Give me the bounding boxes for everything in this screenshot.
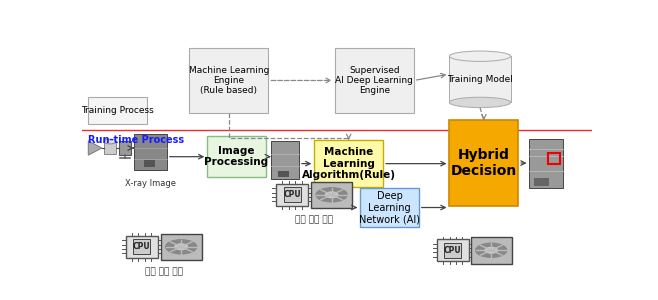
Circle shape [166, 240, 197, 254]
FancyBboxPatch shape [471, 237, 512, 263]
FancyBboxPatch shape [360, 188, 419, 226]
FancyBboxPatch shape [534, 178, 549, 186]
Text: Machine Learning
Engine
(Rule based): Machine Learning Engine (Rule based) [189, 66, 269, 95]
Circle shape [485, 248, 497, 253]
FancyBboxPatch shape [88, 97, 147, 124]
Text: 고속 병렬 처리: 고속 병렬 처리 [295, 215, 333, 224]
FancyBboxPatch shape [161, 233, 201, 260]
Ellipse shape [449, 97, 511, 108]
FancyBboxPatch shape [315, 140, 383, 187]
Text: Deep
Learning
Network (AI): Deep Learning Network (AI) [359, 191, 420, 224]
Circle shape [476, 243, 507, 257]
Text: CPU: CPU [444, 246, 461, 255]
Text: X-ray Image: X-ray Image [125, 179, 176, 188]
Ellipse shape [104, 139, 116, 144]
Text: CPU: CPU [284, 190, 301, 199]
Text: 고속 병렬 처리: 고속 병렬 처리 [145, 267, 182, 276]
FancyBboxPatch shape [437, 239, 468, 261]
Text: Training Process: Training Process [82, 106, 154, 115]
Circle shape [316, 188, 347, 202]
Ellipse shape [449, 51, 511, 62]
FancyBboxPatch shape [133, 239, 150, 254]
FancyBboxPatch shape [271, 141, 299, 179]
Text: Supervised
AI Deep Learning
Engine: Supervised AI Deep Learning Engine [336, 66, 413, 95]
FancyBboxPatch shape [207, 136, 266, 177]
FancyBboxPatch shape [190, 47, 268, 113]
FancyBboxPatch shape [143, 160, 155, 167]
Text: Machine
Learning
Algorithm(Rule): Machine Learning Algorithm(Rule) [302, 147, 395, 180]
Text: Run-time Process: Run-time Process [88, 135, 184, 145]
FancyBboxPatch shape [444, 243, 461, 258]
Text: Training Model: Training Model [447, 75, 513, 84]
FancyBboxPatch shape [284, 187, 301, 202]
Circle shape [326, 192, 338, 198]
Text: Image
Processing: Image Processing [205, 146, 268, 167]
FancyBboxPatch shape [449, 56, 511, 102]
Text: Hybrid
Decision: Hybrid Decision [451, 148, 517, 178]
FancyBboxPatch shape [335, 47, 414, 113]
FancyBboxPatch shape [104, 142, 116, 154]
FancyBboxPatch shape [449, 120, 519, 206]
FancyBboxPatch shape [530, 139, 563, 188]
FancyBboxPatch shape [276, 184, 308, 206]
FancyBboxPatch shape [126, 236, 158, 258]
Text: CPU: CPU [133, 242, 151, 251]
FancyBboxPatch shape [134, 134, 167, 170]
FancyBboxPatch shape [278, 171, 289, 177]
FancyBboxPatch shape [120, 141, 131, 154]
Polygon shape [88, 141, 101, 155]
FancyBboxPatch shape [311, 182, 352, 208]
Circle shape [175, 244, 188, 250]
